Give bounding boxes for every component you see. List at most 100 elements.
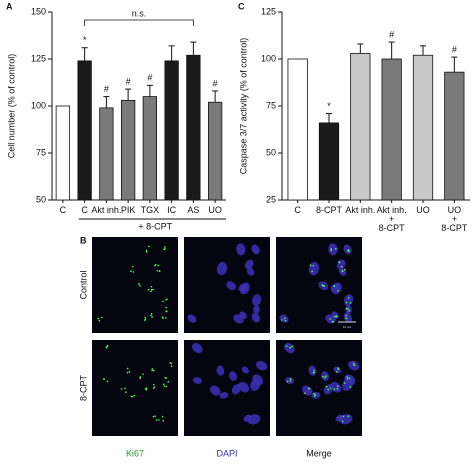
ki67-spot — [162, 383, 165, 386]
nucleus — [241, 366, 249, 374]
ki67-spot — [147, 288, 150, 291]
ki67-spot — [155, 419, 158, 421]
ki67-spot — [130, 270, 132, 272]
ki67-spot — [304, 392, 306, 394]
nucleus — [252, 294, 262, 306]
ki67-spot — [330, 249, 332, 252]
y-axis-label: Caspase 3/7 activity (% of control) — [238, 38, 248, 175]
ki67-spot — [98, 319, 101, 322]
ki67-spot — [151, 316, 153, 318]
bar — [207, 101, 223, 201]
ki67-spot — [345, 317, 348, 320]
bar — [120, 99, 136, 201]
ki67-spot — [336, 315, 338, 318]
ki67-spot — [128, 371, 131, 373]
x-tick-label: Akt inh. +8-CPT — [377, 205, 407, 233]
ki67-spot — [346, 376, 348, 378]
ki67-spot — [348, 377, 351, 379]
y-tick-label: 25 — [266, 194, 276, 204]
ki67-spot — [150, 285, 153, 288]
ki67-spot — [105, 346, 108, 349]
ki67-spot — [125, 391, 127, 394]
y-tick-label: 100 — [31, 100, 46, 110]
ki67-spot — [166, 298, 168, 301]
ki67-spot — [156, 269, 159, 272]
bar — [350, 52, 371, 201]
ki67-spot — [332, 320, 334, 323]
bar — [318, 122, 340, 201]
y-tick-label: 100 — [261, 53, 276, 63]
ki67-spot — [313, 369, 315, 372]
group-label: + 8-CPT — [138, 221, 172, 231]
ki67-spot — [126, 371, 129, 374]
ki67-spot — [345, 301, 348, 304]
ki67-spot — [325, 375, 328, 377]
ki67-spot — [164, 247, 166, 250]
ki67-spot — [353, 364, 355, 366]
x-tick-label: C — [81, 205, 88, 215]
ki67-spot — [336, 370, 338, 373]
x-tick-label: UO — [208, 205, 222, 215]
ki67-spot — [131, 395, 134, 398]
x-tick-label: PIK — [121, 205, 136, 215]
significance-mark: # — [104, 84, 109, 94]
x-tick-label: Akt inh. — [345, 205, 375, 215]
ki67-spot — [337, 368, 340, 371]
ki67-spot — [347, 249, 350, 251]
y-tick-label: 50 — [36, 194, 46, 204]
ki67-spot — [161, 415, 164, 418]
ki67-spot — [344, 268, 346, 271]
ki67-spot — [337, 367, 340, 369]
y-axis-label: Cell number (% of control) — [6, 54, 16, 159]
ki67-spot — [281, 319, 283, 321]
nucleus — [210, 385, 221, 396]
ki67-spot — [162, 420, 165, 422]
nucleus — [251, 312, 261, 323]
ki67-spot — [338, 261, 341, 264]
ki67-spot — [120, 388, 123, 390]
nucleus — [252, 374, 264, 386]
ki67-spot — [322, 284, 325, 287]
row-label: Control — [78, 270, 88, 299]
bar — [444, 71, 465, 201]
ki67-spot — [154, 415, 156, 417]
ki67-spot — [124, 387, 126, 390]
bar — [164, 60, 179, 201]
ki67-spot — [138, 283, 140, 285]
ki67-spot — [152, 415, 155, 418]
bar — [287, 58, 308, 201]
x-tick-label: UO +8-CPT — [441, 205, 468, 233]
ki67-spot — [330, 248, 333, 250]
nucleus — [330, 381, 342, 393]
ki67-spot — [335, 248, 337, 250]
ki67-spot — [347, 297, 350, 299]
panel-label: A — [6, 1, 13, 11]
significance-mark: # — [126, 76, 131, 86]
nucleus — [251, 244, 260, 255]
ki67-spot — [139, 285, 141, 287]
ki67-spot — [165, 317, 167, 319]
bracket — [84, 19, 194, 26]
ki67-spot — [309, 264, 312, 267]
ki67-spot — [336, 385, 339, 387]
ki67-spot — [162, 317, 164, 320]
ki67-spot — [150, 314, 152, 317]
significance-mark: # — [213, 78, 218, 88]
x-tick-label: C — [60, 205, 67, 215]
ki67-spot — [153, 386, 156, 388]
ki67-spot — [154, 264, 156, 267]
y-tick-label: 150 — [31, 6, 46, 16]
bar — [381, 58, 402, 201]
significance-mark: * — [83, 35, 87, 45]
ki67-spot — [314, 393, 317, 396]
nucleus — [219, 392, 229, 399]
ki67-spot — [132, 271, 135, 273]
nucleus — [229, 371, 237, 381]
ki67-spot — [347, 308, 349, 311]
ki67-spot — [311, 270, 313, 273]
ki67-spot — [151, 369, 153, 372]
ki67-spot — [345, 307, 348, 310]
panel-label: B — [80, 235, 87, 245]
ki67-spot — [324, 376, 326, 379]
